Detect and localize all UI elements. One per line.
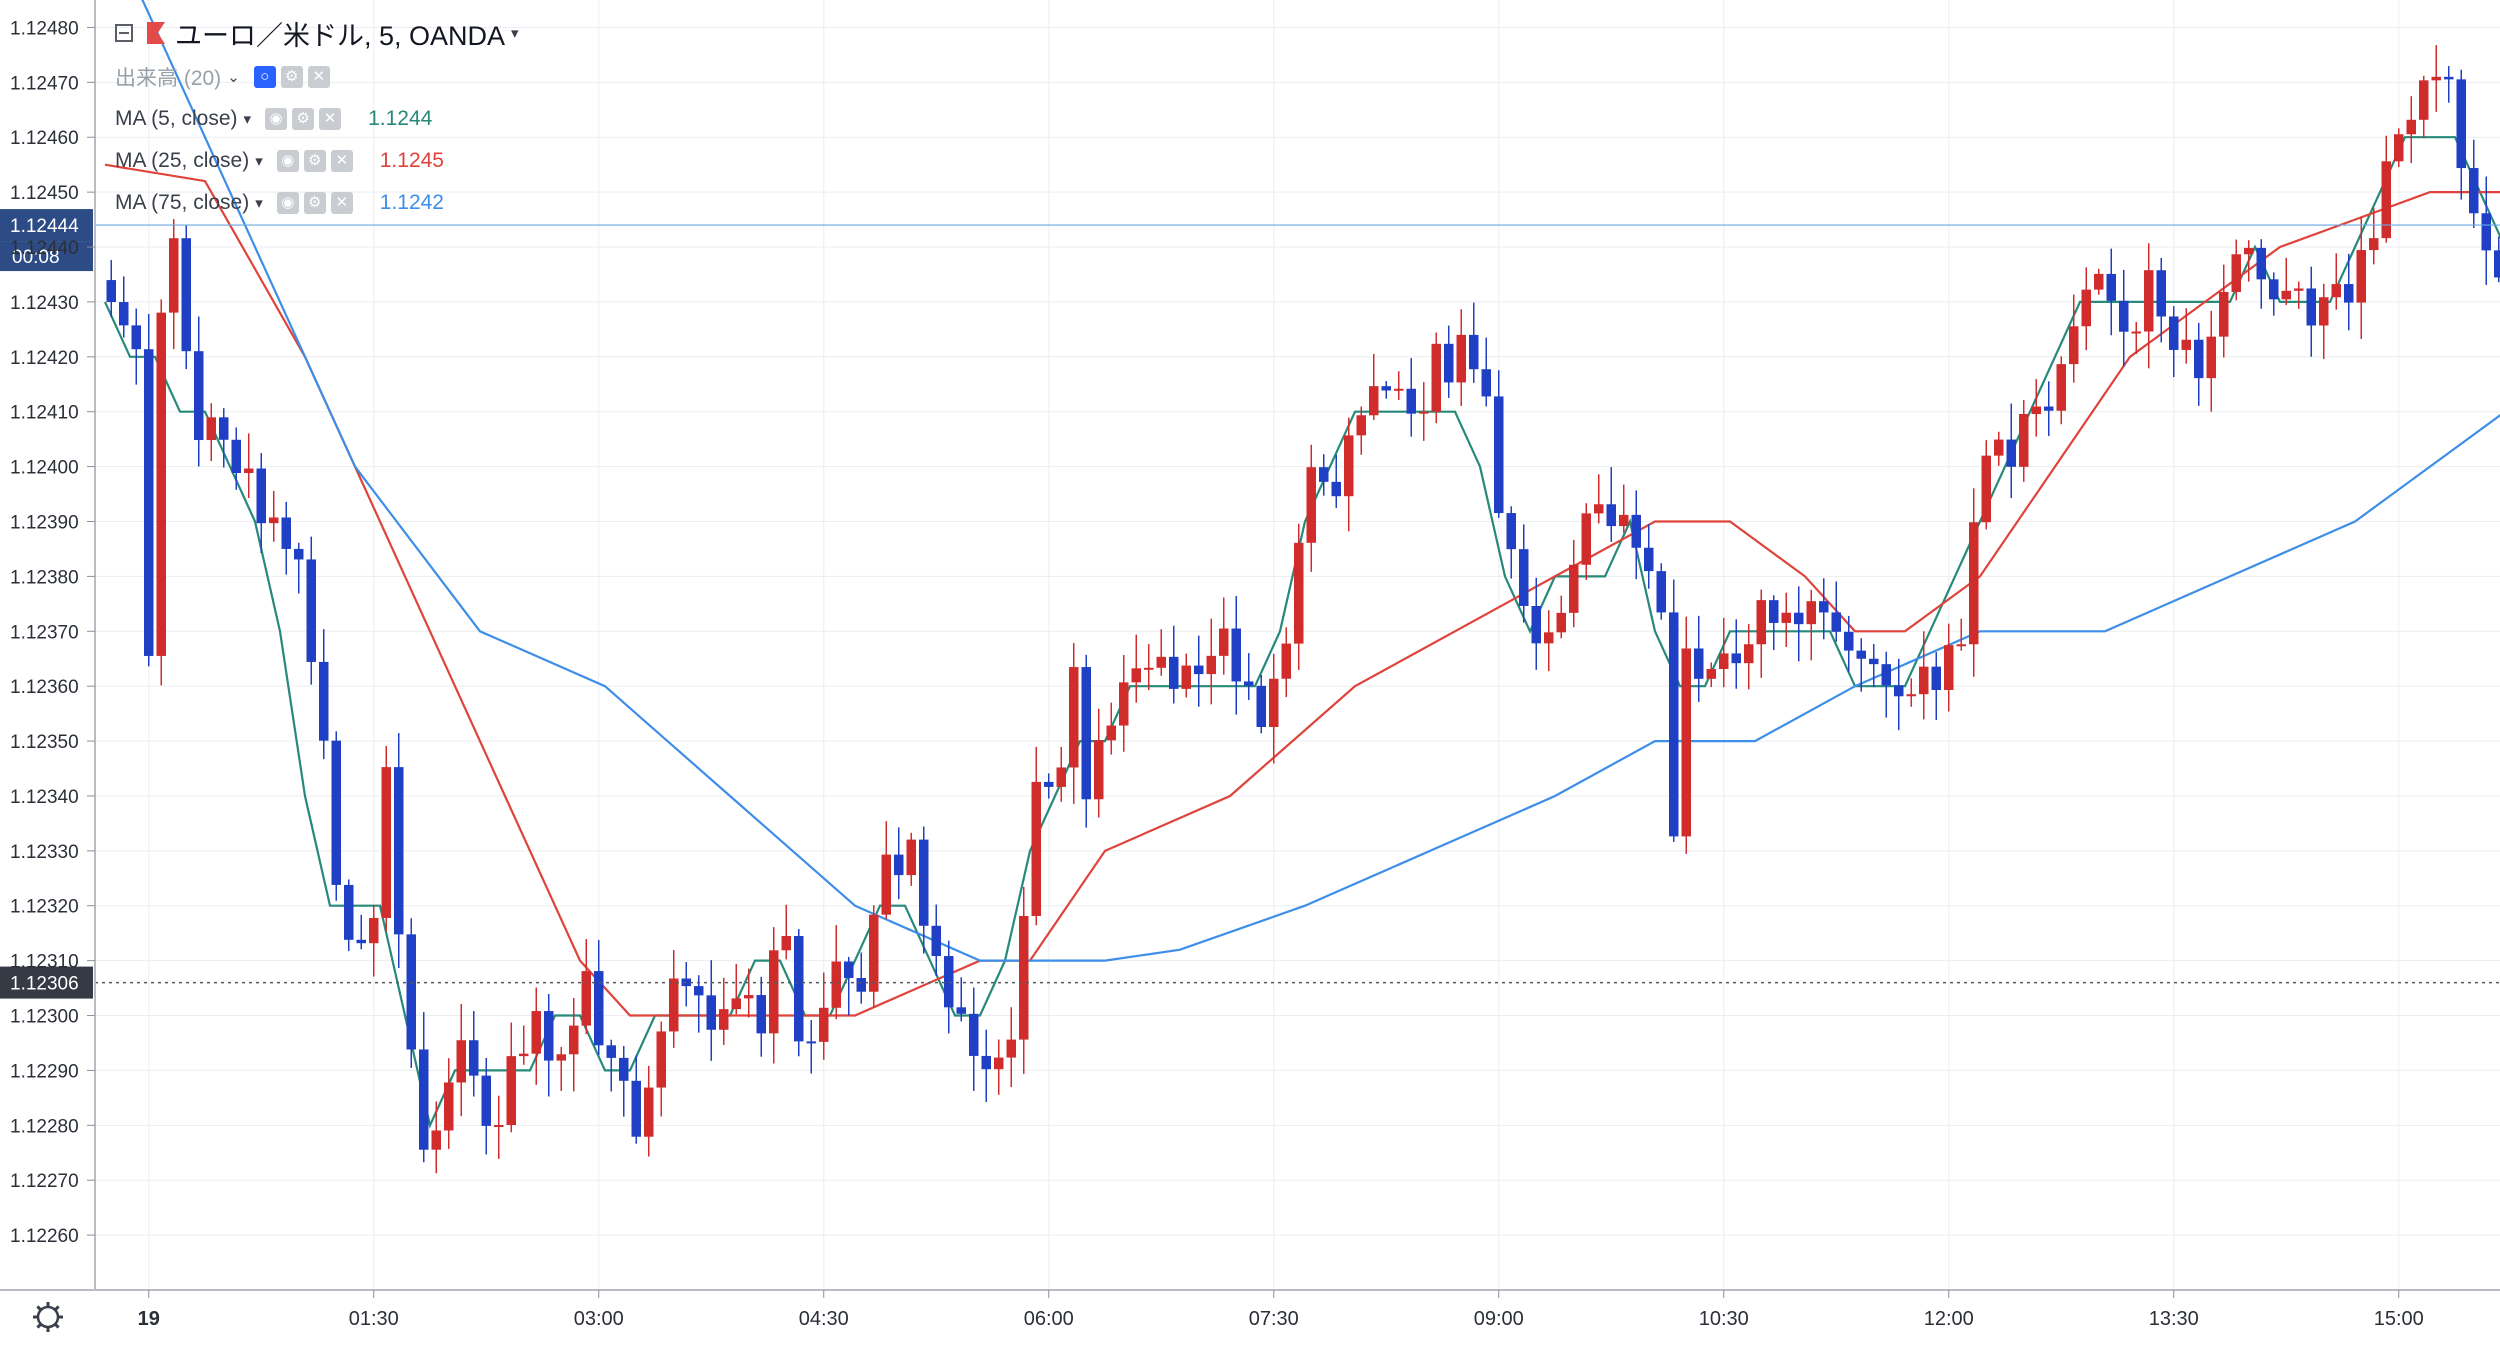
chevron-down-icon[interactable]: ▾: [255, 152, 263, 170]
candle[interactable]: [144, 314, 154, 666]
y-tick-label: 1.12300: [10, 1007, 79, 1028]
chevron-down-icon[interactable]: ▾: [255, 194, 263, 212]
y-tick-label: 1.12450: [10, 183, 79, 204]
ma5-label: MA (5, close): [115, 107, 238, 131]
y-tick-label: 1.12410: [10, 403, 79, 424]
x-tick-label: 15:00: [2374, 1308, 2424, 1330]
y-tick-label: 1.12290: [10, 1061, 79, 1082]
ma75-label: MA (75, close): [115, 191, 249, 215]
y-tick-label: 1.12390: [10, 512, 79, 533]
x-tick-label: 03:00: [574, 1308, 624, 1330]
y-tick-label: 1.12470: [10, 73, 79, 94]
x-tick-label: 10:30: [1699, 1308, 1749, 1330]
y-tick-label: 1.12420: [10, 348, 79, 369]
y-tick-label: 1.12430: [10, 293, 79, 314]
close-icon[interactable]: ✕: [331, 192, 353, 214]
y-tick-label: 1.12260: [10, 1226, 79, 1247]
y-tick-label: 1.12460: [10, 128, 79, 149]
candle[interactable]: [332, 731, 342, 900]
y-tick-label: 1.12400: [10, 458, 79, 479]
x-tick-label: 07:30: [1249, 1308, 1299, 1330]
ma75-value: 1.1242: [380, 191, 444, 215]
y-tick-label: 1.12440: [10, 238, 79, 259]
close-icon[interactable]: ✕: [331, 150, 353, 172]
volume-indicator-row[interactable]: 出来高 (20) ⌄ ○ ⚙ ✕: [115, 56, 519, 98]
candle[interactable]: [1669, 579, 1679, 841]
collapse-icon[interactable]: [115, 24, 133, 42]
hide-eye-icon[interactable]: ○: [254, 66, 276, 88]
symbol-row[interactable]: ユーロ／米ドル, 5, OANDA ▾: [115, 10, 519, 56]
x-tick-label: 01:30: [349, 1308, 399, 1330]
candle[interactable]: [1432, 333, 1442, 424]
flag-icon: [147, 22, 165, 44]
y-tick-label: 1.12360: [10, 677, 79, 698]
gear-icon[interactable]: ⚙: [304, 150, 326, 172]
x-tick-label: 13:30: [2149, 1308, 2199, 1330]
chart-legend: ユーロ／米ドル, 5, OANDA ▾ 出来高 (20) ⌄ ○ ⚙ ✕ MA …: [115, 10, 519, 224]
ma5-value: 1.1244: [368, 107, 432, 131]
y-tick-label: 1.12270: [10, 1171, 79, 1192]
candle[interactable]: [157, 299, 167, 685]
ma25-value: 1.1245: [380, 149, 444, 173]
gear-icon[interactable]: ⚙: [292, 108, 314, 130]
x-tick-label: 04:30: [799, 1308, 849, 1330]
candle[interactable]: [1682, 617, 1692, 854]
crosshair-price-text: 1.12306: [10, 974, 79, 995]
last-price-text: 1.12444: [10, 216, 79, 237]
y-tick-label: 1.12280: [10, 1116, 79, 1137]
eye-icon[interactable]: ◉: [277, 192, 299, 214]
ma25-label: MA (25, close): [115, 149, 249, 173]
close-icon[interactable]: ✕: [319, 108, 341, 130]
y-tick-label: 1.12370: [10, 622, 79, 643]
ma25-row[interactable]: MA (25, close) ▾ ◉ ⚙ ✕ 1.1245: [115, 140, 519, 182]
y-tick-label: 1.12350: [10, 732, 79, 753]
candle[interactable]: [182, 226, 192, 369]
gear-icon[interactable]: ⚙: [281, 66, 303, 88]
x-tick-label: 09:00: [1474, 1308, 1524, 1330]
y-tick-label: 1.12310: [10, 952, 79, 973]
x-tick-label: 19: [138, 1308, 160, 1330]
y-tick-label: 1.12480: [10, 18, 79, 39]
eye-icon[interactable]: ◉: [277, 150, 299, 172]
y-tick-label: 1.12320: [10, 897, 79, 918]
close-icon[interactable]: ✕: [308, 66, 330, 88]
ma75-row[interactable]: MA (75, close) ▾ ◉ ⚙ ✕ 1.1242: [115, 182, 519, 224]
gear-icon[interactable]: ⚙: [304, 192, 326, 214]
x-tick-label: 06:00: [1024, 1308, 1074, 1330]
ma5-row[interactable]: MA (5, close) ▾ ◉ ⚙ ✕ 1.1244: [115, 98, 519, 140]
y-tick-label: 1.12330: [10, 842, 79, 863]
chevron-down-icon[interactable]: ▾: [244, 110, 252, 128]
candle[interactable]: [407, 918, 417, 1068]
volume-label: 出来高 (20): [115, 62, 221, 92]
eye-icon[interactable]: ◉: [265, 108, 287, 130]
chevron-down-icon[interactable]: ⌄: [227, 68, 240, 86]
candle[interactable]: [394, 733, 404, 968]
y-tick-label: 1.12340: [10, 787, 79, 808]
candle[interactable]: [1657, 563, 1667, 620]
x-tick-label: 12:00: [1924, 1308, 1974, 1330]
candle[interactable]: [794, 929, 804, 1056]
symbol-title[interactable]: ユーロ／米ドル, 5, OANDA: [175, 14, 505, 53]
chevron-down-icon[interactable]: ▾: [511, 24, 519, 42]
candle[interactable]: [382, 746, 392, 931]
y-tick-label: 1.12380: [10, 567, 79, 588]
